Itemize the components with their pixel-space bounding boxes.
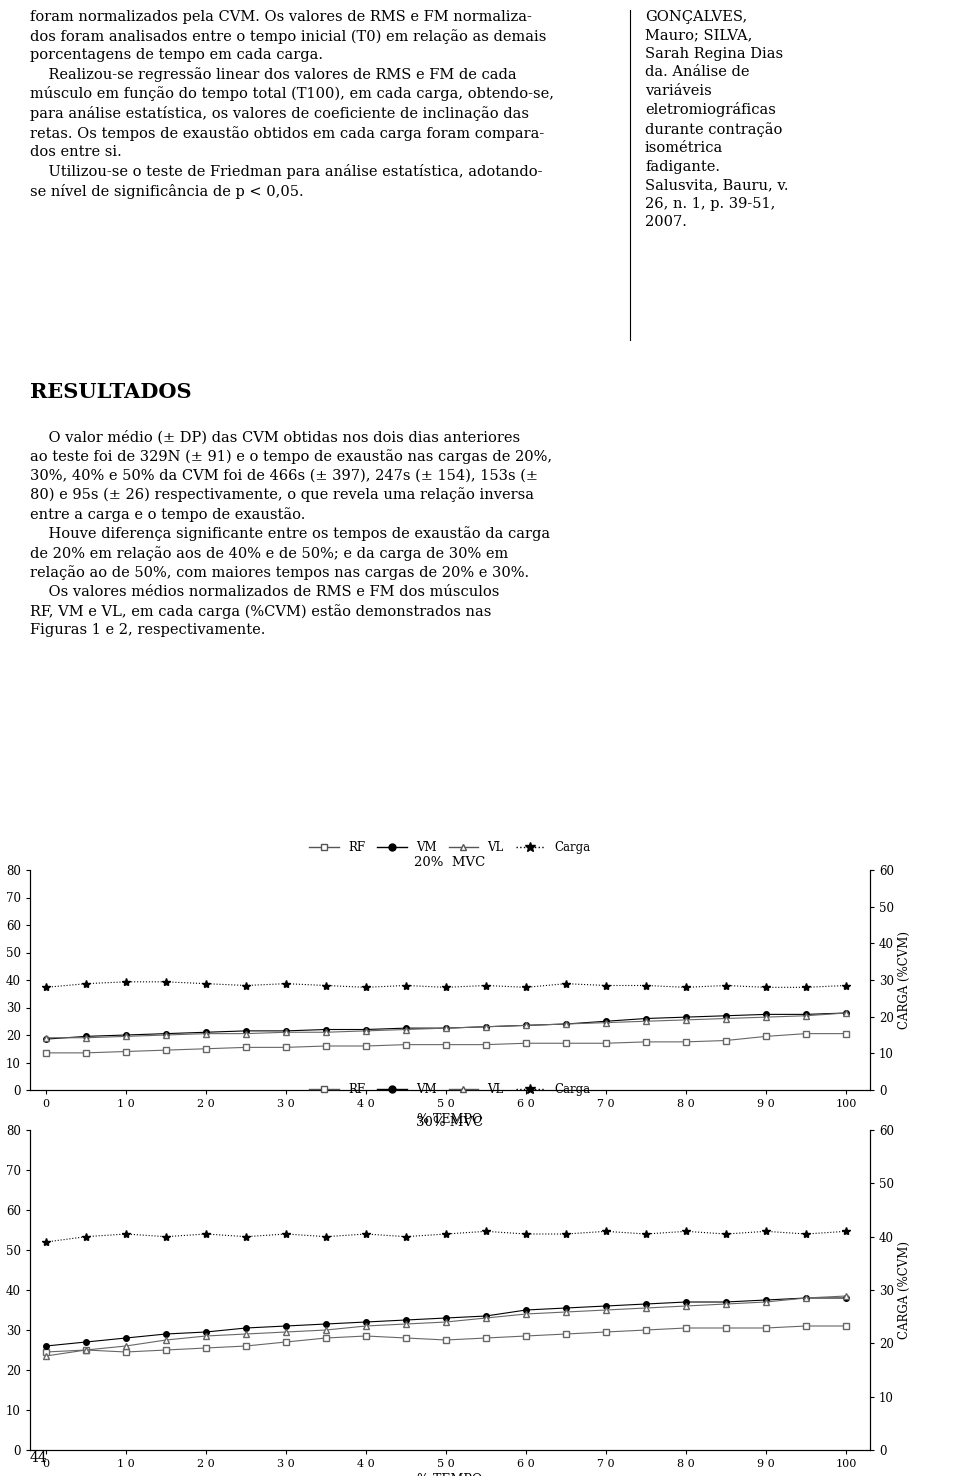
Y-axis label: CARGA (%CVM): CARGA (%CVM)	[899, 931, 911, 1029]
X-axis label: % TEMPO: % TEMPO	[418, 1113, 483, 1126]
Title: 20%  MVC: 20% MVC	[415, 856, 486, 869]
Text: foram normalizados pela CVM. Os valores de RMS e FM normaliza-
dos foram analisa: foram normalizados pela CVM. Os valores …	[30, 10, 554, 199]
Legend: RF, VM, VL, Carga: RF, VM, VL, Carga	[304, 837, 595, 859]
Y-axis label: RMS (%CVM): RMS (%CVM)	[0, 1249, 2, 1331]
Legend: RF, VM, VL, Carga: RF, VM, VL, Carga	[304, 1079, 595, 1101]
Text: GONÇALVES,
Mauro; SILVA,
Sarah Regina Dias
da. Análise de
variáveis
eletromiográ: GONÇALVES, Mauro; SILVA, Sarah Regina Di…	[645, 10, 788, 229]
Text: O valor médio (± DP) das CVM obtidas nos dois dias anteriores
ao teste foi de 32: O valor médio (± DP) das CVM obtidas nos…	[30, 430, 552, 638]
Y-axis label: CARGA (%CVM): CARGA (%CVM)	[899, 1241, 911, 1339]
Text: RESULTADOS: RESULTADOS	[30, 381, 192, 401]
X-axis label: % TEMPO: % TEMPO	[418, 1473, 483, 1476]
Y-axis label: RMS (%CVM): RMS (%CVM)	[0, 939, 2, 1021]
Text: 44: 44	[30, 1451, 48, 1466]
Title: 30% MVC: 30% MVC	[417, 1116, 484, 1129]
